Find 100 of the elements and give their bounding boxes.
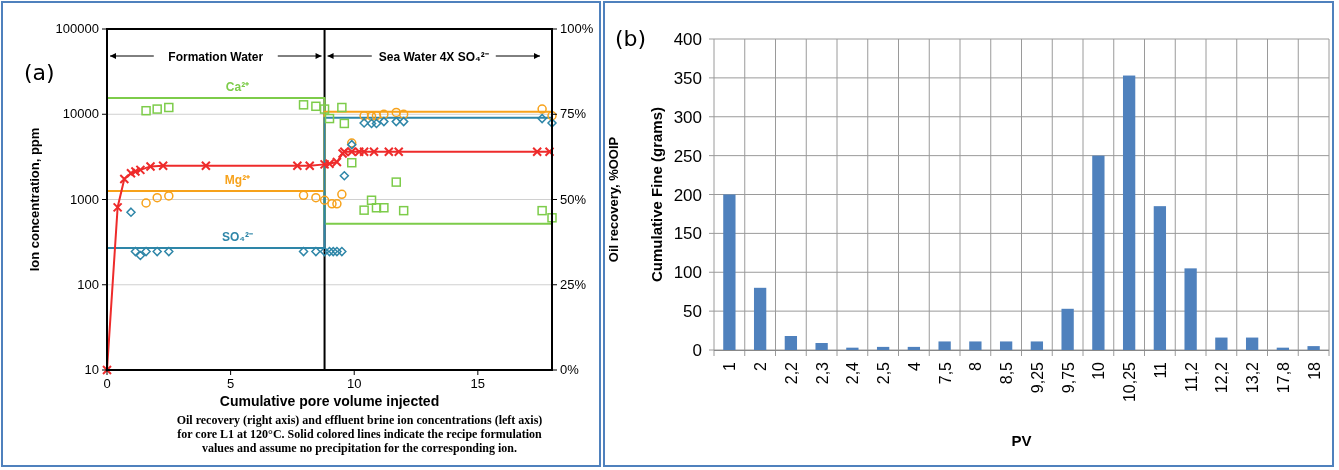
- y-tick-label: 200: [673, 185, 702, 205]
- x-axis-title: Cumulative pore volume injected: [219, 393, 440, 409]
- bar: [1122, 75, 1136, 350]
- x-tick-label: 10: [1090, 361, 1108, 380]
- bar: [846, 347, 859, 350]
- y-tick-label: 400: [673, 30, 702, 49]
- point: [371, 203, 382, 213]
- point: [339, 170, 350, 181]
- point: [366, 118, 377, 129]
- chart-title: (b): [615, 26, 647, 51]
- bar: [1153, 206, 1167, 350]
- y-axis-title: Cumulative Fine (grams): [648, 106, 665, 283]
- point: [126, 207, 136, 217]
- y-tick-label: 100: [673, 263, 702, 283]
- point: [319, 104, 330, 114]
- x-tick-label: 2,5: [875, 361, 893, 385]
- point: [337, 189, 347, 200]
- y-tick-label: 350: [673, 68, 702, 88]
- x-tick-label: 17,8: [1274, 361, 1292, 394]
- series-label: Mg²⁺: [224, 172, 251, 187]
- x-tick-label: 9,25: [1028, 361, 1046, 394]
- bar: [1307, 346, 1320, 350]
- x-tick-label: 11: [1151, 361, 1169, 379]
- x-tick-label: 9,75: [1059, 361, 1077, 394]
- point: [547, 111, 557, 121]
- point: [359, 111, 369, 121]
- x-tick-label: 7,5: [936, 361, 954, 385]
- y2-tick-label: 75%: [560, 106, 587, 122]
- bar: [784, 336, 798, 350]
- point: [324, 246, 335, 257]
- point: [141, 198, 151, 208]
- bar: [1184, 268, 1197, 350]
- point: [319, 246, 330, 257]
- x-tick-label: 8,5: [998, 361, 1016, 385]
- point: [547, 118, 557, 128]
- text: (a): [24, 60, 55, 85]
- point: [311, 192, 321, 203]
- y2-tick-label: 50%: [560, 191, 587, 207]
- bar: [876, 346, 890, 350]
- y-axis-title: Ion concentration, ppm: [27, 127, 42, 272]
- point: [547, 213, 557, 223]
- point: [391, 107, 401, 118]
- point: [164, 246, 174, 257]
- bar: [1061, 308, 1074, 350]
- point: [359, 205, 369, 215]
- point: [332, 199, 342, 209]
- bar: [723, 194, 736, 350]
- series-label: Ca²⁺: [225, 80, 250, 95]
- x-tick-label: 5: [226, 376, 235, 391]
- point: [324, 113, 335, 124]
- y2-axis-title: Oil recovery, %OOIP: [606, 136, 621, 263]
- point: [371, 118, 382, 129]
- y-tick-label: 50: [683, 302, 702, 322]
- y-tick-label: 150: [673, 224, 702, 244]
- point: [141, 105, 151, 116]
- point: [398, 116, 409, 127]
- y-tick-label: 250: [673, 146, 702, 166]
- bar: [815, 343, 828, 350]
- y2-tick-label: 0%: [560, 362, 580, 377]
- annotation: Sea Water 4X SO₄²⁻: [378, 50, 489, 64]
- point: [337, 102, 347, 113]
- point: [537, 113, 547, 124]
- x-tick-label: 18: [1305, 361, 1323, 380]
- x-tick-label: 0: [103, 376, 111, 391]
- point: [152, 104, 162, 114]
- bar: [1092, 155, 1105, 350]
- bar: [969, 341, 982, 350]
- x-tick-label: 2,3: [813, 361, 831, 385]
- x-tick-label: 12,2: [1213, 361, 1231, 394]
- point: [164, 191, 174, 201]
- point: [298, 246, 309, 257]
- y-tick-label: 100: [77, 276, 99, 292]
- x-tick-label: 10: [346, 376, 362, 391]
- y-tick-label: 10000: [62, 106, 99, 122]
- point: [130, 246, 141, 257]
- point: [319, 195, 330, 205]
- point: [141, 246, 151, 257]
- point: [391, 177, 401, 187]
- point: [164, 102, 174, 113]
- x-tick-label: 10,25: [1121, 361, 1139, 403]
- point: [398, 109, 409, 119]
- text: Oil recovery (right axis) and effluent brine ion concentrations (left axis) for core L1 at 120°C. Solid colored lines indicate the recipe formulation values and assume no precipitation for the corresponding ion.: [176, 413, 543, 455]
- point: [537, 104, 547, 114]
- bar: [1245, 337, 1259, 350]
- point: [339, 118, 350, 129]
- x-tick-label: 1: [721, 361, 739, 371]
- x-tick-label: 15: [470, 376, 486, 391]
- x-axis-title: PV: [1011, 432, 1032, 449]
- bar: [1030, 341, 1044, 350]
- point: [391, 116, 401, 127]
- x-tick-label: 2,2: [782, 361, 800, 385]
- x-tick-label: 8: [967, 361, 985, 371]
- point: [366, 111, 377, 121]
- bar: [907, 346, 921, 350]
- series-label: SO₄²⁻: [222, 229, 254, 244]
- bar: [999, 341, 1013, 350]
- point: [337, 246, 347, 257]
- point: [328, 246, 338, 257]
- point: [135, 250, 146, 261]
- y-tick-label: 1000: [70, 191, 99, 207]
